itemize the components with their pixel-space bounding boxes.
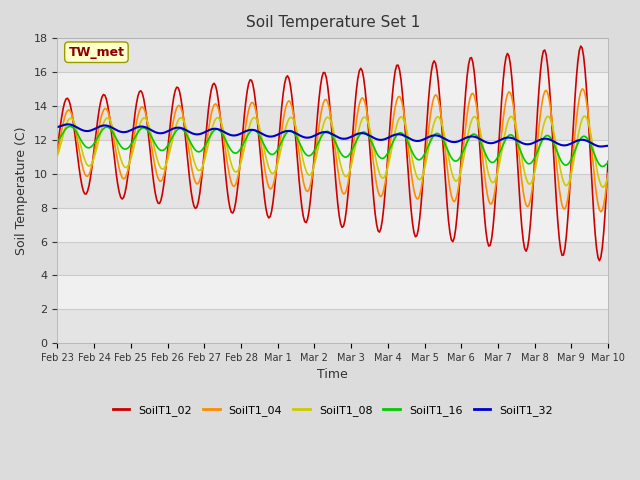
SoilT1_04 bbox=[54, 150, 61, 156]
SoilT1_04 bbox=[446, 185, 454, 191]
SoilT1_02 bbox=[603, 185, 611, 191]
Bar bbox=[58, 309, 608, 343]
SoilT1_32 bbox=[447, 139, 455, 144]
Bar bbox=[58, 38, 608, 72]
SoilT1_02 bbox=[604, 158, 612, 164]
Text: TW_met: TW_met bbox=[68, 46, 124, 59]
X-axis label: Time: Time bbox=[317, 369, 348, 382]
SoilT1_16 bbox=[447, 155, 455, 160]
SoilT1_16 bbox=[604, 160, 612, 166]
SoilT1_32 bbox=[529, 140, 537, 146]
SoilT1_02 bbox=[337, 221, 344, 227]
SoilT1_16 bbox=[529, 157, 537, 163]
SoilT1_08 bbox=[528, 179, 536, 184]
SoilT1_02 bbox=[577, 43, 584, 49]
SoilT1_32 bbox=[91, 126, 99, 132]
SoilT1_04 bbox=[604, 170, 612, 176]
Line: SoilT1_08: SoilT1_08 bbox=[58, 116, 608, 187]
SoilT1_32 bbox=[338, 136, 346, 142]
SoilT1_16 bbox=[91, 140, 99, 145]
SoilT1_02 bbox=[54, 145, 61, 151]
SoilT1_32 bbox=[597, 144, 605, 149]
SoilT1_08 bbox=[604, 174, 612, 180]
Bar bbox=[58, 241, 608, 276]
SoilT1_02 bbox=[90, 153, 97, 159]
Line: SoilT1_02: SoilT1_02 bbox=[58, 46, 608, 261]
SoilT1_08 bbox=[598, 184, 606, 190]
Bar bbox=[58, 174, 608, 208]
SoilT1_32 bbox=[603, 143, 611, 149]
SoilT1_16 bbox=[598, 164, 606, 169]
SoilT1_16 bbox=[338, 152, 346, 158]
SoilT1_04 bbox=[72, 130, 80, 136]
Title: Soil Temperature Set 1: Soil Temperature Set 1 bbox=[246, 15, 420, 30]
SoilT1_08 bbox=[581, 113, 589, 119]
SoilT1_08 bbox=[90, 157, 97, 163]
SoilT1_16 bbox=[74, 131, 81, 137]
Bar bbox=[58, 106, 608, 140]
SoilT1_04 bbox=[337, 183, 344, 189]
Line: SoilT1_04: SoilT1_04 bbox=[58, 89, 608, 212]
SoilT1_32 bbox=[604, 143, 612, 149]
SoilT1_04 bbox=[603, 182, 611, 188]
SoilT1_08 bbox=[54, 153, 61, 158]
SoilT1_02 bbox=[596, 258, 604, 264]
SoilT1_08 bbox=[603, 178, 611, 184]
SoilT1_02 bbox=[72, 141, 80, 147]
Y-axis label: Soil Temperature (C): Soil Temperature (C) bbox=[15, 126, 28, 255]
SoilT1_08 bbox=[337, 162, 344, 168]
SoilT1_04 bbox=[597, 209, 605, 215]
SoilT1_32 bbox=[54, 124, 61, 130]
SoilT1_16 bbox=[603, 161, 611, 167]
SoilT1_02 bbox=[528, 202, 536, 207]
SoilT1_04 bbox=[528, 189, 536, 194]
Legend: SoilT1_02, SoilT1_04, SoilT1_08, SoilT1_16, SoilT1_32: SoilT1_02, SoilT1_04, SoilT1_08, SoilT1_… bbox=[108, 401, 557, 420]
SoilT1_16 bbox=[67, 123, 74, 129]
SoilT1_04 bbox=[579, 86, 586, 92]
Line: SoilT1_32: SoilT1_32 bbox=[58, 124, 608, 146]
SoilT1_16 bbox=[54, 138, 61, 144]
Line: SoilT1_16: SoilT1_16 bbox=[58, 126, 608, 167]
SoilT1_08 bbox=[446, 161, 454, 167]
SoilT1_02 bbox=[446, 229, 454, 235]
SoilT1_08 bbox=[72, 125, 80, 131]
SoilT1_32 bbox=[74, 125, 81, 131]
SoilT1_04 bbox=[90, 156, 97, 161]
SoilT1_32 bbox=[63, 121, 71, 127]
